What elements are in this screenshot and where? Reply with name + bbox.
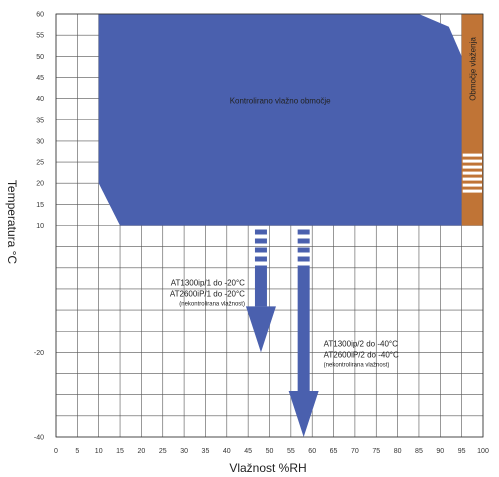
y-tick-label: 60 (36, 12, 44, 19)
axes: 0 5 10 15 20 25 30 35 40 45 50 55 60 65 70 75 80 85 90 95 10… (34, 12, 489, 456)
y-tick-label: 10 (36, 223, 44, 230)
y-tick-label: 15 (36, 202, 44, 209)
region-stripe (462, 177, 482, 181)
y-tick-label: 20 (36, 181, 44, 188)
x-tick-label: 35 (202, 448, 210, 455)
arrow-2-dash (297, 238, 310, 244)
labels: Kontrolirano vlažno območje Območje vlaže… (170, 37, 477, 369)
x-tick-label: 45 (244, 448, 252, 455)
arrow-2-head (288, 391, 319, 437)
x-tick-label: 15 (116, 448, 124, 455)
arrow-2-note: (nekontrolirana vlažnost) (324, 362, 390, 368)
arrow-1-head (245, 306, 276, 353)
region-controlled (98, 14, 462, 226)
x-tick-label: 60 (308, 448, 316, 455)
y-tick-label: 50 (36, 54, 44, 61)
x-tick-label: 70 (351, 448, 359, 455)
y-tick-label: 25 (36, 160, 44, 167)
arrow-1-note: (nekontrolirana vlažnost) (179, 302, 245, 308)
x-tick-label: 65 (330, 448, 338, 455)
region-stripe (462, 159, 482, 163)
region-stripe (462, 153, 482, 157)
arrow-1-dash (254, 256, 267, 262)
x-tick-label: 10 (95, 448, 103, 455)
arrow-1-dash (254, 229, 267, 235)
arrow-2-label: AT2600iP/2 do -40°C (324, 350, 399, 359)
x-tick-label: 80 (394, 448, 402, 455)
arrow-2-shaft (297, 265, 310, 391)
x-tick-label: 0 (54, 448, 58, 455)
arrow-2-dash (297, 229, 310, 235)
arrow-2-dash (297, 247, 310, 253)
y-tick-label: 40 (36, 96, 44, 103)
x-tick-label: 5 (75, 448, 79, 455)
plot-frame (55, 13, 484, 438)
y-tick-label: 55 (36, 33, 44, 40)
x-tick-label: 85 (415, 448, 423, 455)
x-tick-label: 50 (266, 448, 274, 455)
x-tick-label: 75 (372, 448, 380, 455)
x-tick-label: 20 (138, 448, 146, 455)
region-label-condensation: Območje vlaženja (468, 37, 477, 101)
region-stripe (462, 165, 482, 169)
x-tick-label: 40 (223, 448, 231, 455)
x-tick-label: 100 (477, 448, 489, 455)
regions (98, 14, 483, 226)
arrow-2-dash (297, 256, 310, 262)
y-tick-label: 35 (36, 117, 44, 124)
x-tick-label: 30 (180, 448, 188, 455)
x-tick-label: 95 (458, 448, 466, 455)
y-tick-label: 30 (36, 138, 44, 145)
y-tick-label: -40 (34, 435, 44, 442)
region-stripe (462, 183, 482, 187)
y-tick-label: 45 (36, 75, 44, 82)
arrow-1-label: AT2600iP/1 do -20°C (170, 290, 245, 299)
region-stripe (462, 171, 482, 175)
x-tick-label: 90 (436, 448, 444, 455)
x-tick-label: 55 (287, 448, 295, 455)
arrow-2-label: AT1300ip/2 do -40°C (324, 339, 398, 348)
region-stripe (462, 189, 482, 193)
region-label-controlled: Kontrolirano vlažno območje (230, 97, 331, 106)
arrows (245, 229, 319, 437)
y-axis-title: Temperatura °C (5, 180, 19, 264)
x-axis-title: Vlažnost %RH (229, 461, 306, 475)
arrow-1-dash (254, 247, 267, 253)
y-tick-label: -20 (34, 350, 44, 357)
x-tick-label: 25 (159, 448, 167, 455)
arrow-1-dash (254, 238, 267, 244)
arrow-1-label: AT1300ip/1 do -20°C (171, 279, 245, 288)
arrow-1-shaft (254, 265, 267, 307)
